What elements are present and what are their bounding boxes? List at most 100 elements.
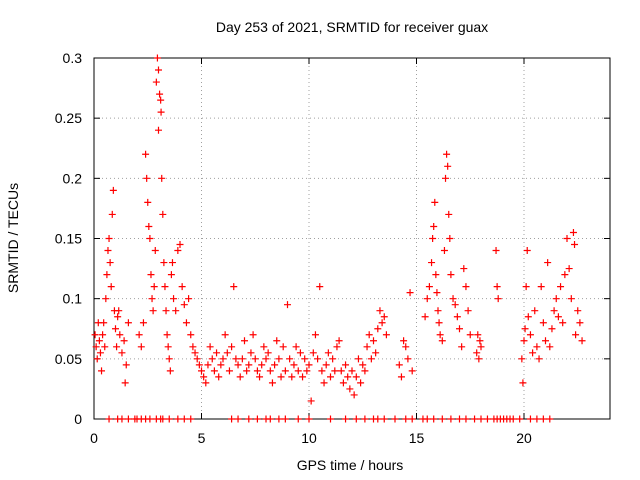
data-point [113,343,121,351]
data-point [464,307,472,315]
data-point [150,283,158,291]
data-point [264,349,272,357]
data-point [159,415,167,423]
data-point [423,295,431,303]
data-point [193,355,201,363]
data-point [245,415,253,423]
data-point [106,259,114,267]
grid [94,58,610,419]
data-point [228,415,236,423]
data-point [309,349,317,357]
data-point [104,247,112,255]
data-point [170,295,178,303]
data-point [109,186,117,194]
data-point [107,283,115,291]
data-point [428,259,436,267]
data-point [436,331,444,339]
data-point [434,307,442,315]
data-point [253,415,261,423]
data-point [516,415,524,423]
data-point [286,355,294,363]
data-point [215,373,223,381]
data-point [546,415,554,423]
data-point [311,331,319,339]
data-point [433,289,441,297]
data-point [277,373,285,381]
x-tick-label: 20 [516,430,532,446]
data-point [572,331,580,339]
data-point [238,355,246,363]
data-point [354,355,362,363]
data-point [492,247,500,255]
data-point [219,355,227,363]
data-point [135,331,143,339]
data-point [160,259,168,267]
data-point [404,355,412,363]
data-point [382,331,390,339]
data-point [305,361,313,369]
data-point [473,349,481,357]
data-point [303,367,311,375]
data-point [148,295,156,303]
data-point [359,361,367,369]
data-point [447,271,455,279]
data-point [569,228,577,236]
data-point [367,355,375,363]
data-point [374,325,382,333]
data-point [166,367,174,375]
data-point [108,210,116,218]
data-point [288,373,296,381]
data-point [423,415,431,423]
data-point [191,349,199,357]
data-point [217,361,225,369]
data-point [245,361,253,369]
x-tick-label: 15 [409,430,425,446]
data-point [361,367,369,375]
data-point [156,90,164,98]
data-point [453,313,461,321]
data-point [275,415,283,423]
data-point [204,361,212,369]
data-point [378,319,386,327]
data-point [333,343,341,351]
data-point [456,325,463,333]
data-point [137,343,145,351]
data-point [164,343,172,351]
data-point [357,379,365,387]
data-point [316,283,324,291]
data-point [165,415,173,423]
data-point [163,331,171,339]
data-point [346,385,354,393]
data-point [342,361,350,369]
data-point [327,373,334,381]
data-point [223,349,231,357]
data-point [460,265,468,273]
data-point [380,415,388,423]
data-point [198,367,205,375]
data-point [105,415,113,423]
data-point [519,379,527,387]
data-point [112,325,119,333]
data-point [335,337,343,345]
data-point [256,373,264,381]
data-point [322,361,330,369]
data-point [391,415,399,423]
data-point [522,283,530,291]
data-point [395,361,403,369]
data-point [533,343,541,351]
data-point [430,415,438,423]
data-point [172,307,180,315]
data-point [372,349,380,357]
data-point [168,259,176,267]
data-point [380,313,388,321]
data-point [100,319,108,327]
data-point [483,415,491,423]
data-point [431,198,439,206]
data-point [475,355,483,363]
data-point [447,415,455,423]
data-point [458,343,466,351]
data-point [337,367,345,375]
data-point [161,283,169,291]
data-point [327,415,334,423]
data-point [307,397,315,405]
